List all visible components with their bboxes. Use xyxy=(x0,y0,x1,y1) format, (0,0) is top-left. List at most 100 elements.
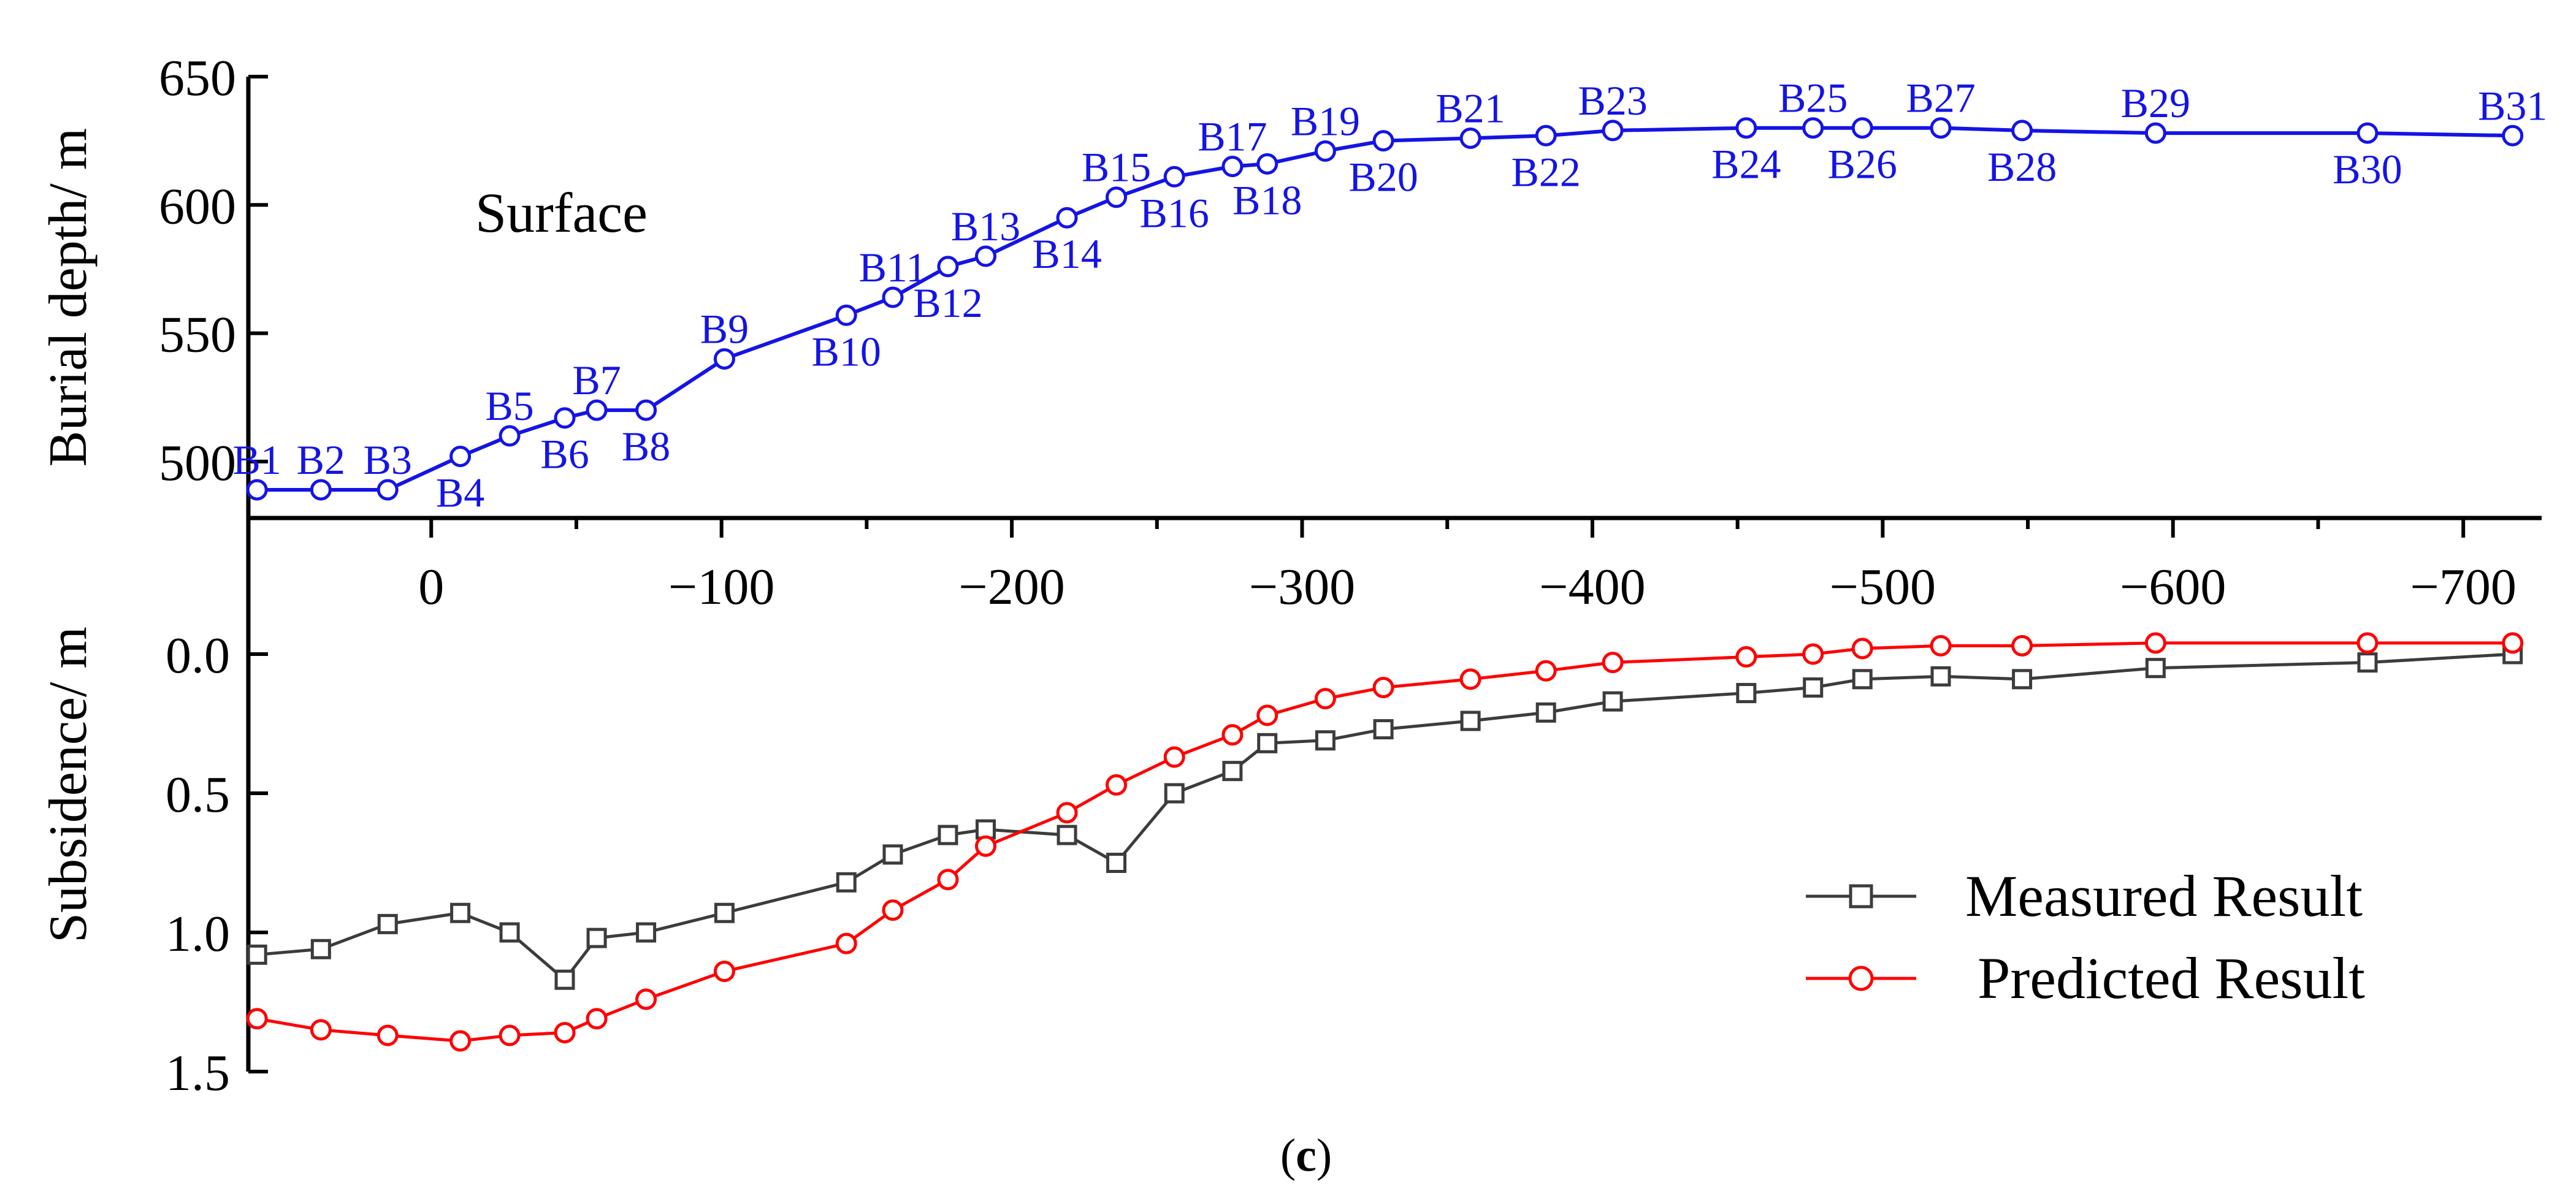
x-tick-label: −300 xyxy=(1249,558,1355,615)
burial-point-marker xyxy=(2011,120,2033,142)
burial-point-label: B18 xyxy=(1233,177,1302,223)
measured-point-marker xyxy=(1852,669,1873,690)
predicted-point-marker xyxy=(1372,676,1394,698)
burial-point-marker xyxy=(246,479,268,501)
burial-point-marker xyxy=(2502,124,2524,147)
measured-point-marker xyxy=(247,944,267,965)
top-y-axis-label: Burial depth/ m xyxy=(39,128,98,467)
measured-point-marker xyxy=(836,872,857,893)
burial-point-label: B28 xyxy=(1987,143,2057,190)
burial-point-marker xyxy=(1459,127,1481,149)
burial-point-marker xyxy=(1372,130,1394,152)
predicted-point-marker xyxy=(1802,643,1824,665)
predicted-point-marker xyxy=(499,1024,521,1046)
burial-point-label: B4 xyxy=(436,470,484,516)
measured-point-marker xyxy=(1535,702,1556,723)
predicted-point-marker xyxy=(310,1019,332,1041)
measured-point-marker xyxy=(2012,669,2033,690)
predicted-point-marker xyxy=(1256,704,1278,726)
predicted-point-marker xyxy=(1735,646,1757,668)
predicted-point-marker xyxy=(2356,632,2379,654)
x-tick-label: −400 xyxy=(1539,558,1645,615)
predicted-point-marker xyxy=(554,1021,576,1043)
figure-caption: (c) xyxy=(1280,1130,1332,1181)
burial-point-label: B26 xyxy=(1828,141,1897,188)
caption-letter: c xyxy=(1296,1130,1317,1181)
burial-point-label: B12 xyxy=(913,280,982,326)
x-tick-label: −700 xyxy=(2410,558,2516,615)
predicted-point-marker xyxy=(974,835,996,857)
burial-depth-markers xyxy=(246,117,2524,501)
measured-point-marker xyxy=(2145,658,2166,679)
measured-point-marker xyxy=(1222,761,1243,782)
x-tick-label: −100 xyxy=(668,558,774,615)
measured-point-marker xyxy=(882,844,903,865)
measured-point-marker xyxy=(310,939,331,959)
burial-point-marker xyxy=(1735,117,1757,139)
x-tick-label: −600 xyxy=(2120,558,2226,615)
burial-point-label: B1 xyxy=(233,436,281,483)
predicted-point-marker xyxy=(246,1008,268,1030)
predicted-point-marker xyxy=(1459,668,1481,690)
predicted-point-marker xyxy=(1163,746,1185,768)
predicted-point-marker xyxy=(1535,660,1557,682)
burial-point-marker xyxy=(1106,186,1128,208)
burial-point-marker xyxy=(1851,117,1873,139)
predicted-point-marker xyxy=(586,1008,608,1030)
caption-open-paren: ( xyxy=(1280,1130,1296,1181)
burial-point-label: B20 xyxy=(1348,154,1418,200)
burial-point-label: B5 xyxy=(485,383,533,429)
predicted-point-marker xyxy=(1314,688,1336,710)
burial-point-label: B23 xyxy=(1578,77,1647,124)
burial-point-label: B24 xyxy=(1711,141,1781,188)
measured-point-marker xyxy=(1373,719,1394,740)
x-tick-label: 0 xyxy=(418,558,444,615)
predicted-point-marker xyxy=(2502,632,2524,654)
legend-predicted-label: Predicted Result xyxy=(1978,945,2365,1011)
burial-point-label: B8 xyxy=(622,423,670,470)
burial-point-marker xyxy=(499,425,521,447)
burial-point-marker xyxy=(1056,207,1078,229)
x-ticks: 0 −100 −200 −300 −400 −500 −600 −700 xyxy=(418,518,2517,615)
legend: Measured Result Predicted Result xyxy=(1806,863,2365,1011)
burial-point-label: B22 xyxy=(1511,148,1580,195)
measured-point-marker xyxy=(499,922,520,943)
burial-point-marker xyxy=(1930,117,1952,139)
burial-point-label: B13 xyxy=(951,203,1020,250)
legend-measured-marker xyxy=(1849,884,1873,909)
measured-point-marker xyxy=(938,825,958,845)
measured-point-marker xyxy=(636,922,657,943)
predicted-point-marker xyxy=(449,1030,472,1052)
burial-point-label: B11 xyxy=(859,244,927,291)
burial-point-marker xyxy=(1314,140,1336,162)
burial-point-label: B15 xyxy=(1082,144,1151,191)
burial-point-marker xyxy=(1163,166,1185,188)
measured-point-marker xyxy=(2357,652,2378,673)
burial-point-label: B16 xyxy=(1140,189,1209,236)
top-y-tick-label: 550 xyxy=(159,307,236,364)
measured-point-marker xyxy=(1460,711,1481,731)
burial-point-label: B2 xyxy=(297,436,345,483)
measured-point-marker xyxy=(450,902,471,923)
burial-point-label: B10 xyxy=(812,328,881,375)
burial-point-label: B17 xyxy=(1198,113,1267,160)
burial-point-label: B30 xyxy=(2333,146,2402,192)
burial-point-label: B21 xyxy=(1435,85,1505,131)
legend-measured-label: Measured Result xyxy=(1965,863,2363,929)
subsidence-panel: 0 −100 −200 −300 −400 −500 −600 −700 0.0 0.5 1.0 1… xyxy=(39,516,2542,1102)
burial-point-marker xyxy=(1602,120,1624,142)
x-tick-label: −500 xyxy=(1830,558,1936,615)
predicted-point-marker xyxy=(882,899,904,921)
burial-point-marker xyxy=(1802,117,1824,139)
burial-point-marker xyxy=(635,399,657,421)
measured-point-marker xyxy=(714,902,735,923)
burial-point-label: B25 xyxy=(1778,75,1848,121)
top-y-ticks: 500 550 600 650 xyxy=(159,50,268,492)
measured-point-marker xyxy=(1164,783,1185,804)
measured-point-marker xyxy=(1803,677,1824,698)
bottom-y-axis-label: Subsidence/ m xyxy=(39,627,98,943)
predicted-result-markers xyxy=(246,632,2524,1052)
bottom-y-tick-label: 0.0 xyxy=(166,627,230,684)
